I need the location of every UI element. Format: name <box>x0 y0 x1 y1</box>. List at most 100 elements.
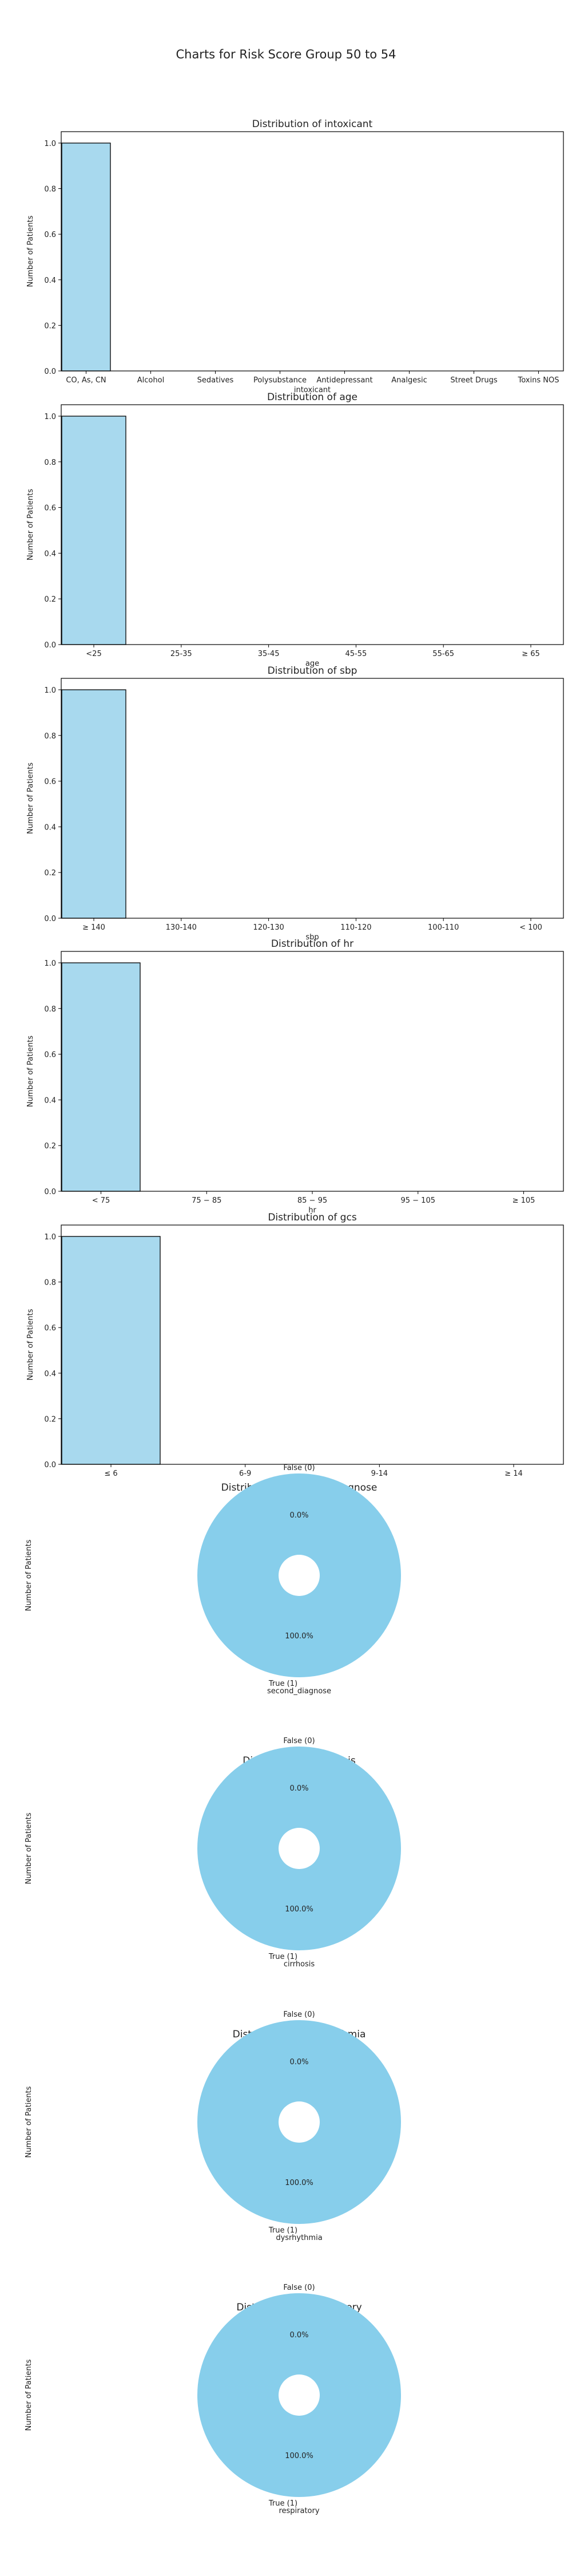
y-tick-label: 0.8 <box>44 185 56 194</box>
x-tick-label: 9-14 <box>371 1469 388 1478</box>
chart-0: Distribution of intoxicant 0.0 0.2 0.4 0.6 0.… <box>26 118 564 394</box>
y-tick-label: 0.6 <box>44 778 56 787</box>
chart-title: Distribution of intoxicant <box>252 118 373 130</box>
y-tick-label: 0.0 <box>44 1188 56 1196</box>
y-tick-label: 0.0 <box>44 915 56 923</box>
y-tick-label: 0.0 <box>44 1461 56 1469</box>
chart-1: Distribution of age 0.0 0.2 0.4 0.6 0.8 1.0 <25… <box>26 392 564 668</box>
y-tick-label: 0.8 <box>44 1005 56 1014</box>
x-tick-label: ≥ 105 <box>513 1196 535 1205</box>
y-tick-label: 0.4 <box>44 1370 56 1378</box>
x-tick-label: 6-9 <box>239 1469 251 1478</box>
x-axis-label: age <box>305 659 319 668</box>
y-axis-label: Number of Patients <box>26 215 35 287</box>
x-tick-label: Alcohol <box>137 376 164 385</box>
x-tick-label: 120-130 <box>253 923 284 932</box>
y-axis-label: Number of Patients <box>26 762 35 834</box>
pie-category-label: False (0) <box>283 2010 315 2019</box>
x-tick-label: 110-120 <box>340 923 371 932</box>
y-axis-label: Number of Patients <box>26 1036 35 1107</box>
x-tick-label: ≤ 6 <box>104 1469 117 1478</box>
y-tick-label: 0.2 <box>44 322 56 330</box>
y-tick-label: 0.0 <box>44 641 56 650</box>
pie-category-label: False (0) <box>283 2283 315 2292</box>
pie-pct-label: 100.0% <box>285 1905 313 1914</box>
x-axis-label: dysrhythmia <box>276 2234 322 2242</box>
x-axis-label: respiratory <box>279 2507 319 2515</box>
y-axis-label: Number of Patients <box>26 489 35 560</box>
pie-category-label: True (1) <box>268 1953 297 1961</box>
y-tick-label: 0.2 <box>44 1142 56 1151</box>
y-tick-label: 0.4 <box>44 550 56 558</box>
x-axis-label: intoxicant <box>294 386 331 394</box>
y-tick-label: 0.4 <box>44 1096 56 1105</box>
pie-category-label: True (1) <box>268 1680 297 1688</box>
pie-pct-label: 0.0% <box>289 2058 308 2067</box>
y-tick-label: 0.8 <box>44 1279 56 1287</box>
x-tick-label: ≥ 14 <box>505 1469 523 1478</box>
plot-frame <box>61 1224 564 1465</box>
plot-frame <box>61 131 564 372</box>
charts-group: Distribution of intoxicant 0.0 0.2 0.4 0.6 0.… <box>25 118 564 2515</box>
pie-center-hole <box>279 2101 320 2143</box>
pie-center-hole <box>279 2374 320 2416</box>
x-tick-label: 95 − 105 <box>400 1196 435 1205</box>
x-tick-label: 35-45 <box>258 650 280 658</box>
x-tick-label: 25-35 <box>170 650 192 658</box>
y-tick-label: 0.4 <box>44 823 56 832</box>
chart-7: Distribution of dysrhythmiaFalse (0)True… <box>25 2010 401 2242</box>
bar <box>61 416 126 645</box>
pie-category-label: True (1) <box>268 2499 297 2508</box>
y-tick-label: 0.2 <box>44 595 56 604</box>
x-tick-label: < 100 <box>519 923 542 932</box>
x-tick-label: Toxins NOS <box>518 376 559 385</box>
chart-5: Distribution of second_diagnoseFalse (0)… <box>25 1464 401 1696</box>
chart-3: Distribution of hr 0.0 0.2 0.4 0.6 0.8 1.0 < 75… <box>26 938 564 1215</box>
y-tick-label: 0.4 <box>44 276 56 285</box>
pie-pct-label: 100.0% <box>285 2452 313 2460</box>
pie-center-hole <box>279 1828 320 1869</box>
y-tick-label: 1.0 <box>44 413 56 421</box>
chart-4: Distribution of gcs 0.0 0.2 0.4 0.6 0.8 1.0 ≤ 6… <box>26 1212 564 1488</box>
x-tick-label: CO, As, CN <box>66 376 106 385</box>
bar <box>61 689 126 919</box>
y-axis-label: Number of Patients <box>25 1812 33 1884</box>
x-tick-label: 85 − 95 <box>297 1196 327 1205</box>
x-tick-label: 55-65 <box>432 650 454 658</box>
x-tick-label: 130-140 <box>166 923 197 932</box>
chart-title: Distribution of hr <box>271 938 353 950</box>
pie-category-label: True (1) <box>268 2226 297 2235</box>
y-axis-label: Number of Patients <box>26 1309 35 1380</box>
y-axis-label: Number of Patients <box>25 2086 33 2158</box>
pie-pct-label: 100.0% <box>285 2179 313 2187</box>
pie-category-label: False (0) <box>283 1737 315 1745</box>
chart-title: Distribution of sbp <box>268 665 357 677</box>
bar <box>61 1236 161 1465</box>
chart-8: Distribution of respiratoryFalse (0)True… <box>25 2283 401 2515</box>
y-tick-label: 0.6 <box>44 1051 56 1060</box>
x-tick-label: 100-110 <box>428 923 459 932</box>
y-tick-label: 0.2 <box>44 869 56 878</box>
x-tick-label: 45-55 <box>345 650 367 658</box>
y-tick-label: 0.8 <box>44 732 56 741</box>
x-tick-label: Analgesic <box>391 376 427 385</box>
y-tick-label: 0.6 <box>44 1324 56 1333</box>
x-tick-label: ≥ 65 <box>522 650 540 658</box>
chart-2: Distribution of sbp 0.0 0.2 0.4 0.6 0.8 1.0 ≥ 1… <box>26 665 564 942</box>
y-tick-label: 0.6 <box>44 504 56 513</box>
y-tick-label: 1.0 <box>44 686 56 695</box>
x-tick-label: 75 − 85 <box>192 1196 221 1205</box>
y-tick-label: 1.0 <box>44 959 56 968</box>
pie-category-label: False (0) <box>283 1464 315 1472</box>
chart-title: Distribution of age <box>267 392 357 403</box>
x-axis-label: sbp <box>305 933 319 942</box>
pie-pct-label: 0.0% <box>289 1784 308 1793</box>
x-tick-label: Polysubstance <box>253 376 307 385</box>
y-tick-label: 1.0 <box>44 140 56 148</box>
y-axis-label: Number of Patients <box>25 2359 33 2431</box>
x-axis-label: hr <box>308 1206 316 1215</box>
bar <box>61 962 141 1192</box>
pie-pct-label: 0.0% <box>289 1511 308 1520</box>
pie-center-hole <box>279 1555 320 1596</box>
